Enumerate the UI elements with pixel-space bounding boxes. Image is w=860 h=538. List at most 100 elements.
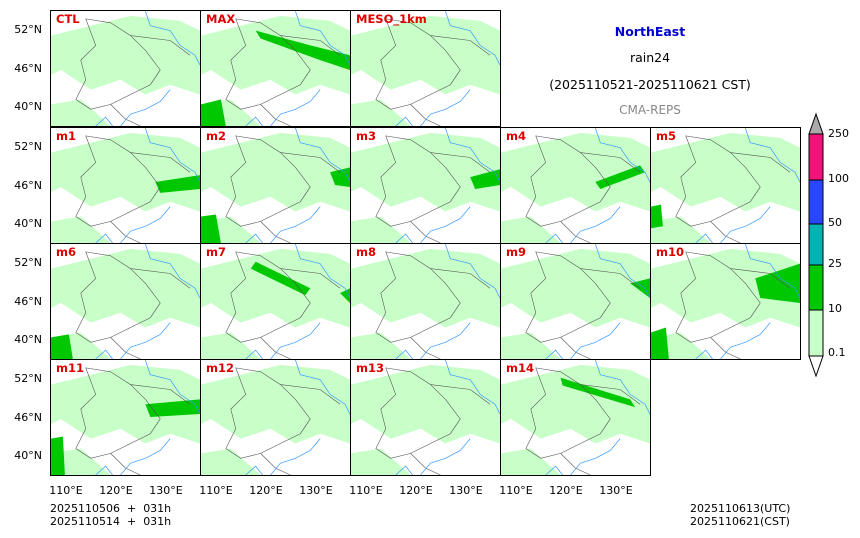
panel-map-svg — [201, 128, 350, 243]
province-borders — [525, 367, 641, 475]
longitude-label: 120°E — [99, 484, 133, 497]
light-rain-area — [651, 248, 800, 328]
light-rain-area — [501, 364, 650, 444]
map-panel-m5: m5 — [650, 127, 801, 244]
map-title-region: NorthEast — [614, 24, 686, 39]
colorbar — [808, 112, 824, 378]
light-rain-area-south — [351, 99, 411, 126]
colorbar-label-50: 50 — [828, 216, 842, 229]
panel-label: m3 — [356, 129, 376, 143]
panel-label: m8 — [356, 245, 376, 259]
light-rain-area — [51, 248, 200, 328]
light-rain-area-south — [201, 332, 261, 359]
footer-init-1: 2025110506 + 031h — [50, 502, 172, 515]
coastline-rivers — [545, 128, 650, 243]
province-borders — [375, 135, 491, 243]
light-rain-area-south — [651, 216, 711, 243]
light-rain-area — [351, 248, 500, 328]
province-borders — [225, 251, 341, 359]
latitude-label: 46°N — [14, 411, 42, 424]
map-panel-ctl: CTL — [50, 10, 201, 127]
map-title-period: (2025110521-2025110621 CST) — [549, 77, 751, 92]
panel-map-svg — [201, 360, 350, 475]
panel-label: m12 — [206, 361, 234, 375]
map-panel-m14: m14 — [500, 359, 651, 476]
latitude-label: 52°N — [14, 140, 42, 153]
coastline-rivers — [245, 360, 350, 475]
map-panel-m7: m7 — [200, 243, 351, 360]
map-panel-m3: m3 — [350, 127, 501, 244]
province-borders — [75, 367, 191, 475]
map-panel-m4: m4 — [500, 127, 651, 244]
latitude-label: 40°N — [14, 217, 42, 230]
longitude-label: 120°E — [249, 484, 283, 497]
coastline-rivers — [245, 11, 350, 126]
light-rain-area — [501, 132, 650, 212]
province-borders — [675, 251, 791, 359]
panel-label: m10 — [656, 245, 684, 259]
longitude-label: 130°E — [599, 484, 633, 497]
panel-label: m1 — [56, 129, 76, 143]
footer-init-2: 2025110514 + 031h — [50, 515, 172, 528]
light-rain-area-south — [351, 216, 411, 243]
coastline-rivers — [545, 244, 650, 359]
colorbar-label-10: 10 — [828, 302, 842, 315]
panel-map-svg — [51, 11, 200, 126]
panel-label: m13 — [356, 361, 384, 375]
longitude-label: 110°E — [499, 484, 533, 497]
longitude-label: 130°E — [149, 484, 183, 497]
light-rain-area-south — [51, 99, 111, 126]
coastline-rivers — [95, 360, 200, 475]
province-borders — [75, 251, 191, 359]
light-rain-area-south — [51, 448, 111, 475]
light-rain-area — [351, 132, 500, 212]
province-borders — [375, 18, 491, 126]
light-rain-area — [351, 15, 500, 95]
light-rain-area — [501, 248, 650, 328]
panel-label: m7 — [206, 245, 226, 259]
coastline-rivers — [395, 360, 500, 475]
map-title-source: CMA-REPS — [619, 103, 681, 117]
panel-map-svg — [351, 11, 500, 126]
coastline-rivers — [245, 244, 350, 359]
latitude-label: 40°N — [14, 100, 42, 113]
province-borders — [225, 367, 341, 475]
longitude-label: 130°E — [299, 484, 333, 497]
panel-label: m11 — [56, 361, 84, 375]
panel-label: CTL — [56, 12, 80, 26]
map-panel-m10: m10 — [650, 243, 801, 360]
province-borders — [375, 367, 491, 475]
panel-label: m4 — [506, 129, 526, 143]
province-borders — [75, 135, 191, 243]
light-rain-area — [51, 15, 200, 95]
light-rain-area-south — [51, 216, 111, 243]
longitude-label: 130°E — [449, 484, 483, 497]
map-panel-m6: m6 — [50, 243, 201, 360]
map-panel-m9: m9 — [500, 243, 651, 360]
light-rain-area-south — [351, 448, 411, 475]
map-title-variable: rain24 — [629, 50, 671, 65]
panel-map-svg — [501, 128, 650, 243]
light-rain-area — [201, 248, 350, 328]
footer-valid-cst: 2025110621(CST) — [690, 515, 790, 528]
coastline-rivers — [695, 128, 800, 243]
light-rain-area — [351, 364, 500, 444]
colorbar-min-triangle — [808, 355, 824, 378]
panel-label: m6 — [56, 245, 76, 259]
coastline-rivers — [395, 244, 500, 359]
map-panel-meso_1km: MESO_1km — [350, 10, 501, 127]
coastline-rivers — [95, 128, 200, 243]
panel-map-svg — [51, 128, 200, 243]
panel-map-svg — [351, 244, 500, 359]
province-borders — [225, 135, 341, 243]
coastline-rivers — [245, 128, 350, 243]
light-rain-area-south — [351, 332, 411, 359]
panel-map-svg — [51, 360, 200, 475]
longitude-label: 120°E — [549, 484, 583, 497]
colorbar-bin-100-250 — [808, 133, 824, 181]
coastline-rivers — [395, 128, 500, 243]
panel-map-svg — [201, 244, 350, 359]
light-rain-area-south — [501, 332, 561, 359]
panel-label: m2 — [206, 129, 226, 143]
coastline-rivers — [695, 244, 800, 359]
